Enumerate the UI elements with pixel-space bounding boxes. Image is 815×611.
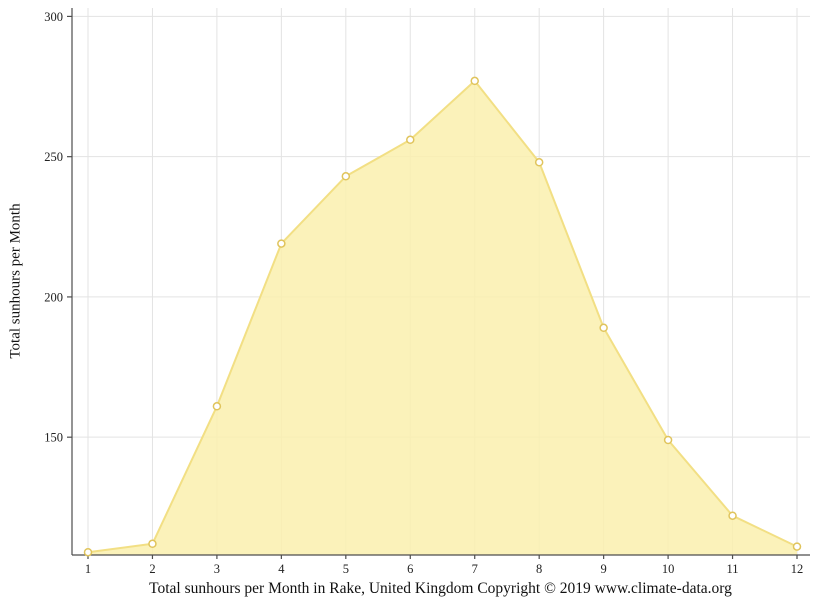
x-tick-label: 2 bbox=[149, 562, 155, 576]
data-point-marker bbox=[83, 547, 93, 557]
y-tick-label: 300 bbox=[44, 10, 63, 24]
x-tick-label: 12 bbox=[791, 562, 804, 576]
x-tick-label: 11 bbox=[727, 562, 739, 576]
area-fill bbox=[88, 80, 797, 556]
data-point-marker bbox=[663, 435, 673, 445]
data-point-marker bbox=[406, 135, 415, 145]
x-tick-label: 1 bbox=[85, 562, 91, 576]
y-axis-label: Total sunhours per Month bbox=[7, 203, 24, 359]
x-tick-label: 5 bbox=[343, 562, 349, 576]
y-tick-label: 200 bbox=[44, 290, 63, 304]
data-point-marker bbox=[728, 511, 737, 520]
x-tick-label: 10 bbox=[662, 562, 675, 576]
x-tick-label: 6 bbox=[407, 562, 413, 576]
data-point-marker bbox=[277, 239, 286, 248]
x-tick-label: 9 bbox=[601, 562, 607, 576]
chart-title: Total sunhours per Month in Rake, United… bbox=[149, 580, 732, 597]
series-line bbox=[87, 79, 798, 554]
data-point-marker bbox=[341, 172, 351, 181]
data-point-marker bbox=[792, 542, 802, 551]
y-tick-label: 250 bbox=[44, 150, 63, 164]
x-tick-label: 7 bbox=[472, 562, 478, 576]
data-point-marker bbox=[212, 402, 222, 411]
x-tick-label: 8 bbox=[536, 562, 542, 576]
data-point-marker bbox=[470, 76, 479, 86]
y-tick-label: 150 bbox=[44, 431, 63, 445]
x-tick-label: 4 bbox=[278, 562, 285, 576]
x-tick-label: 3 bbox=[214, 562, 220, 576]
data-point-marker bbox=[534, 158, 544, 167]
data-point-marker bbox=[599, 323, 608, 333]
data-point-marker bbox=[148, 539, 157, 549]
